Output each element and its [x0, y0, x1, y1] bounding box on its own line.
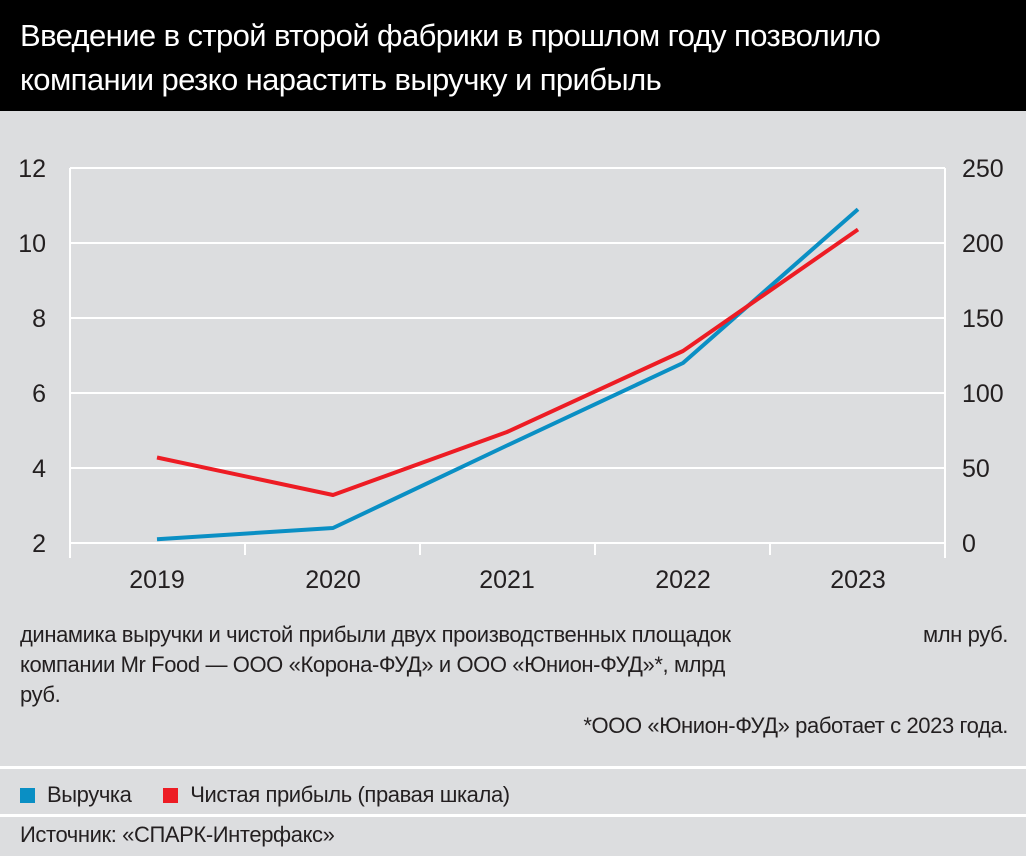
x-tick-label: 2023 [830, 566, 886, 594]
y-left-tick-label: 12 [18, 155, 46, 183]
y-left-tick-label: 8 [32, 305, 46, 333]
caption-right-unit: млн руб. [923, 622, 1008, 647]
y-right-tick-label: 0 [962, 530, 976, 558]
footnote: *ООО «Юнион-ФУД» работает с 2023 года. [583, 713, 1008, 738]
chart-title: Введение в строй второй фабрики в прошло… [0, 0, 1026, 111]
series-line-profit [156, 227, 860, 497]
y-right-tick-label: 250 [962, 155, 1004, 183]
y-right-tick-label: 100 [962, 380, 1004, 408]
y-right-tick-label: 50 [962, 455, 990, 483]
source: Источник: «СПАРК-Интерфакс» [20, 822, 335, 847]
x-tick-label: 2022 [655, 566, 711, 594]
divider [0, 814, 1026, 817]
legend: Выручка Чистая прибыль (правая шкала) [20, 780, 510, 810]
y-right-tick-label: 200 [962, 230, 1004, 258]
y-left-tick-label: 6 [32, 380, 46, 408]
legend-item-revenue: Выручка [20, 782, 132, 807]
divider [0, 766, 1026, 769]
caption-left: динамика выручки и чистой прибыли двух п… [20, 622, 731, 707]
legend-label: Выручка [47, 782, 132, 807]
x-tick-label: 2020 [305, 566, 361, 594]
x-tick-label: 2019 [129, 566, 185, 594]
legend-label: Чистая прибыль (правая шкала) [190, 782, 510, 807]
y-left-tick-label: 4 [32, 455, 46, 483]
x-tick-label: 2021 [479, 566, 535, 594]
series-line-revenue [156, 207, 860, 542]
legend-swatch-red [163, 788, 179, 803]
y-left-tick-label: 2 [32, 530, 46, 558]
legend-swatch-blue [20, 788, 35, 803]
y-right-tick-label: 150 [962, 305, 1004, 333]
legend-item-profit: Чистая прибыль (правая шкала) [163, 782, 510, 807]
y-left-tick-label: 10 [18, 230, 46, 258]
line-chart: 2 4 6 8 10 12 0 50 100 150 200 250 2019 2020 2021 2022 2… [18, 155, 1004, 594]
